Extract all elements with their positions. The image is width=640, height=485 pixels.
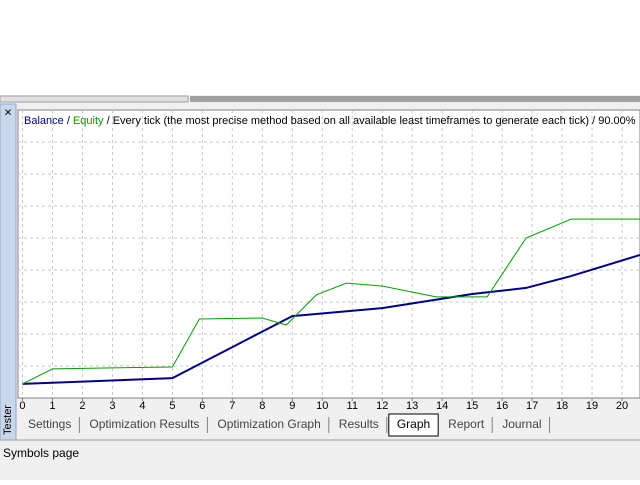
x-tick-label: 19 <box>586 400 598 412</box>
x-tick-label: 20 <box>616 400 628 412</box>
side-label: Tester <box>2 405 14 435</box>
status-bar: Symbols page <box>3 446 79 460</box>
x-tick-label: 6 <box>199 400 205 412</box>
x-tick-label: 13 <box>406 400 418 412</box>
x-tick-label: 2 <box>79 400 85 412</box>
scroll-thumb <box>190 96 640 102</box>
x-tick-label: 11 <box>347 400 358 412</box>
legend-entry: Balance <box>24 115 64 127</box>
active-tab <box>388 413 439 437</box>
x-tick-label: 16 <box>496 400 508 412</box>
tab[interactable]: Graph <box>397 417 430 431</box>
x-tick-label: 18 <box>556 400 568 412</box>
chart-title: Balance / Equity / Every tick (the most … <box>24 115 636 127</box>
x-tick-label: 14 <box>436 400 448 412</box>
top-area <box>0 0 640 95</box>
scroll-track <box>0 95 189 103</box>
x-tick-label: 9 <box>289 400 295 412</box>
x-tick-label: 15 <box>466 400 478 412</box>
x-tick-label: 17 <box>526 400 538 412</box>
x-tick-label: 5 <box>169 400 175 412</box>
separator: / <box>107 115 111 127</box>
tab[interactable]: Optimization Results <box>89 417 199 431</box>
x-tick-label: 0 <box>19 400 25 412</box>
tab[interactable]: Journal <box>502 417 541 431</box>
separator: / <box>67 115 71 127</box>
separator: / <box>592 115 596 127</box>
equity-line <box>22 218 640 385</box>
tab[interactable]: Report <box>448 417 485 431</box>
x-tick-label: 7 <box>229 400 235 412</box>
quality: 90.00% <box>598 115 636 127</box>
x-tick-label: 12 <box>376 400 388 412</box>
tab[interactable]: Optimization Graph <box>217 417 320 431</box>
balance-line <box>22 254 640 385</box>
x-tick-label: 8 <box>259 400 265 412</box>
tab[interactable]: Results <box>339 417 379 431</box>
legend-entry: Equity <box>73 115 104 127</box>
x-tick-label: 10 <box>316 400 328 412</box>
close-button[interactable]: × <box>4 104 12 119</box>
x-tick-label: 4 <box>139 400 145 412</box>
side-strip <box>0 103 17 441</box>
test-mode: Every tick (the most precise method base… <box>113 115 589 127</box>
x-tick-label: 1 <box>49 400 55 412</box>
plot-area <box>17 109 640 399</box>
x-tick-label: 3 <box>109 400 115 412</box>
tab[interactable]: Settings <box>28 417 71 431</box>
